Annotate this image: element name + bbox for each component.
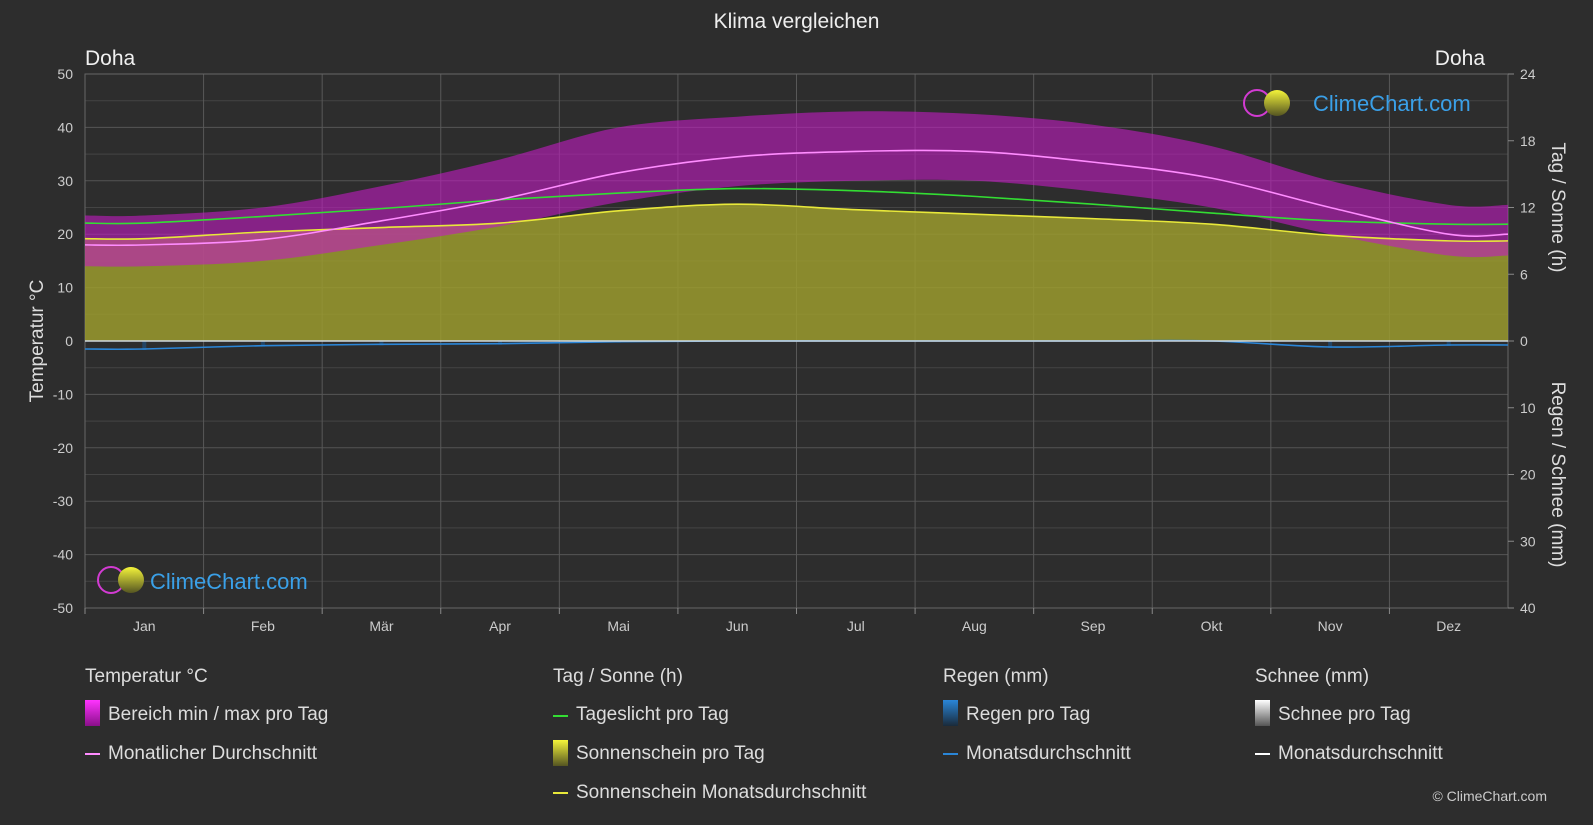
watermark-text-bottom: ClimeChart.com — [150, 569, 308, 594]
daylight-line — [84, 187, 1509, 226]
rain-bar — [498, 341, 503, 345]
y-tick-label-right-bottom: 30 — [1520, 533, 1536, 549]
sunshine-fill — [85, 204, 1508, 341]
y-axis-title-right-top: Tag / Sonne (h) — [1547, 143, 1568, 273]
climechart-sun-icon — [118, 567, 144, 593]
x-tick-label: Sep — [1080, 618, 1105, 634]
rain-bar — [379, 341, 384, 346]
legend-daylight: Tageslicht pro Tag — [576, 704, 729, 725]
x-tick-label: Nov — [1318, 618, 1343, 634]
y-tick-label-left: -20 — [53, 440, 73, 456]
x-tick-label: Dez — [1436, 618, 1461, 634]
y-tick-label-left: -30 — [53, 493, 73, 509]
y-tick-label-right-bottom: 20 — [1520, 467, 1536, 483]
y-tick-label-right-top: 12 — [1520, 200, 1536, 216]
y-tick-label-left: 20 — [57, 226, 73, 242]
legend-swatch-temp-range — [85, 700, 100, 726]
legend-swatch-rain — [943, 700, 958, 726]
y-tick-label-left: -10 — [53, 386, 73, 402]
location-right: Doha — [1434, 47, 1485, 70]
y-tick-label-left: 0 — [65, 333, 73, 349]
watermark-top: ClimeChart.com — [1243, 89, 1471, 117]
temp-avg-line — [84, 149, 1509, 247]
legend-temp-range: Bereich min / max pro Tag — [108, 704, 329, 725]
x-tick-label: Aug — [962, 618, 987, 634]
y-axis-title-right-bottom: Regen / Schnee (mm) — [1547, 382, 1568, 568]
location-left: Doha — [85, 47, 136, 70]
climechart-sun-icon — [1264, 90, 1290, 116]
x-tick-label: Feb — [251, 618, 275, 634]
x-tick-label: Okt — [1201, 618, 1223, 634]
legend-swatch-sunshine — [553, 740, 568, 766]
y-tick-label-right-bottom: 40 — [1520, 600, 1536, 616]
x-tick-label: Jun — [726, 618, 749, 634]
chart-title: Klima vergleichen — [713, 10, 880, 33]
x-tick-label: Mär — [369, 618, 393, 634]
watermark-bottom: ClimeChart.com — [97, 566, 308, 594]
y-tick-label-left: 10 — [57, 280, 73, 296]
y-tick-label-right-top: 18 — [1520, 133, 1536, 149]
y-tick-label-right-top: 0 — [1520, 333, 1528, 349]
legend-snow-avg: Monatsdurchschnitt — [1278, 743, 1443, 764]
watermark-text-top: ClimeChart.com — [1313, 91, 1471, 116]
legend-rain: Regen pro Tag — [966, 704, 1091, 725]
rain-bar — [1446, 341, 1451, 347]
x-tick-label: Apr — [489, 618, 511, 634]
sunshine-avg-line — [84, 203, 1509, 243]
rain-bar — [260, 341, 265, 347]
legend-sunshine-avg: Sonnenschein Monatsdurchschnitt — [576, 782, 867, 803]
x-tick-label: Mai — [607, 618, 630, 634]
legend-rain-avg: Monatsdurchschnitt — [966, 743, 1131, 764]
sunshine-area — [85, 204, 1508, 341]
legend-swatch-snow — [1255, 700, 1270, 726]
legend-heading-sun: Tag / Sonne (h) — [553, 666, 683, 687]
y-axis-title-left: Temperatur °C — [27, 280, 48, 403]
legend-heading-snow: Schnee (mm) — [1255, 666, 1370, 687]
axes: 50 40 30 20 10 0 -10 -20 -30 -40 -50 24 18 12 6 0 10 20 30… — [27, 66, 1568, 634]
y-tick-label-left: 50 — [57, 66, 73, 82]
rain-bar — [142, 341, 147, 351]
series-lines — [84, 149, 1509, 351]
y-tick-label-right-top: 6 — [1520, 266, 1528, 282]
y-tick-label-left: 30 — [57, 173, 73, 189]
y-tick-label-right-bottom: 10 — [1520, 400, 1536, 416]
temp-range-band — [85, 111, 1508, 267]
legend-heading-temperature: Temperatur °C — [85, 666, 208, 687]
copyright: © ClimeChart.com — [1432, 788, 1547, 804]
legend-sunshine: Sonnenschein pro Tag — [576, 743, 765, 764]
legend-heading-rain: Regen (mm) — [943, 666, 1049, 687]
rain-bar — [1328, 341, 1333, 349]
legend-temp-avg: Monatlicher Durchschnitt — [108, 743, 318, 764]
y-tick-label-left: 40 — [57, 119, 73, 135]
y-tick-label-left: -40 — [53, 547, 73, 563]
x-tick-label: Jan — [133, 618, 156, 634]
y-tick-label-right-top: 24 — [1520, 66, 1536, 82]
temperature-band — [85, 111, 1508, 267]
y-tick-label-left: -50 — [53, 600, 73, 616]
legend-snow: Schnee pro Tag — [1278, 704, 1411, 725]
x-tick-label: Jul — [847, 618, 865, 634]
